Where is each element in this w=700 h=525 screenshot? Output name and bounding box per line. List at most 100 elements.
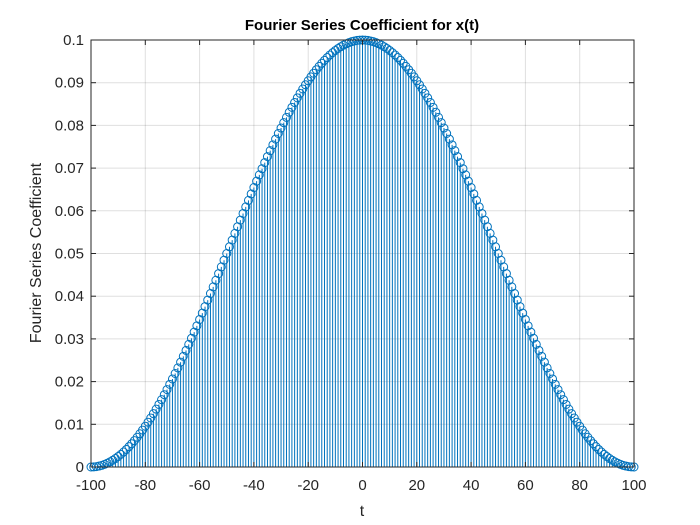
- stem-marker: [121, 444, 131, 454]
- stem-marker: [469, 189, 479, 199]
- chart-title: Fourier Series Coefficient for x(t): [245, 17, 479, 34]
- stem-marker: [197, 308, 207, 318]
- stem-marker: [436, 118, 446, 128]
- stem-marker: [262, 152, 272, 162]
- stem-marker: [542, 363, 552, 373]
- y-axis-label: Fourier Series Coefficient: [28, 162, 45, 343]
- stem-marker: [129, 436, 139, 446]
- stem-marker: [322, 53, 332, 63]
- stem-marker: [195, 314, 205, 324]
- stem-marker: [273, 128, 283, 138]
- x-axis-label: t: [360, 503, 365, 520]
- stem-marker: [453, 152, 463, 162]
- stem-marker: [447, 140, 457, 150]
- stem-marker: [567, 409, 577, 419]
- stem-series: [86, 35, 639, 472]
- stem-marker: [387, 48, 397, 58]
- stem-marker: [523, 321, 533, 331]
- stem-marker: [317, 58, 327, 68]
- x-tick-label: -60: [189, 477, 211, 494]
- stem-marker: [558, 395, 568, 405]
- stem-marker: [284, 107, 294, 117]
- stem-marker: [257, 164, 267, 174]
- stem-marker: [512, 295, 522, 305]
- stem-marker: [588, 439, 598, 449]
- stem-marker: [200, 302, 210, 312]
- y-tick-label: 0.03: [55, 331, 84, 348]
- stem-marker: [531, 339, 541, 349]
- stem-marker: [260, 158, 270, 168]
- stem-marker: [442, 128, 452, 138]
- stem-marker: [472, 195, 482, 205]
- y-tick-label: 0: [76, 459, 84, 476]
- stem-marker: [539, 357, 549, 367]
- stem-marker: [428, 102, 438, 112]
- stem-marker: [159, 390, 169, 400]
- y-tick-label: 0.06: [55, 203, 84, 220]
- stem-marker: [553, 385, 563, 395]
- stem-marker: [113, 452, 123, 462]
- stem-marker: [170, 369, 180, 379]
- stem-marker: [186, 333, 196, 343]
- stem-marker: [116, 449, 126, 459]
- x-tick-label: -40: [243, 477, 265, 494]
- stem-marker: [455, 158, 465, 168]
- y-tick-label: 0.09: [55, 75, 84, 92]
- stem-marker: [583, 432, 593, 442]
- x-tick-label: 80: [571, 477, 588, 494]
- stem-marker: [148, 409, 158, 419]
- ticks: -100 -80 -60 -40 -20 0 20 40 60 80 100 0 0.01 0.02 0.0…: [55, 32, 647, 494]
- y-tick-label: 0.1: [63, 32, 84, 49]
- x-tick-label: 100: [621, 477, 646, 494]
- stem-marker: [431, 107, 441, 117]
- stem-marker: [154, 399, 164, 409]
- stem-marker: [545, 369, 555, 379]
- stem-marker: [184, 339, 194, 349]
- stem-marker: [127, 439, 137, 449]
- stem-marker: [336, 42, 346, 52]
- stem-marker: [390, 50, 400, 60]
- stem-marker: [548, 374, 558, 384]
- y-tick-label: 0.02: [55, 374, 84, 391]
- x-tick-label: -80: [134, 477, 156, 494]
- stem-marker: [189, 327, 199, 337]
- stem-marker: [591, 442, 601, 452]
- stem-marker: [151, 404, 161, 414]
- x-tick-label: 20: [408, 477, 425, 494]
- stem-marker: [246, 189, 256, 199]
- stem-marker: [550, 379, 560, 389]
- stem-marker: [292, 93, 302, 103]
- stem-marker: [192, 321, 202, 331]
- stem-marker: [556, 390, 566, 400]
- y-tick-label: 0.07: [55, 160, 84, 177]
- stem-marker: [393, 53, 403, 63]
- stem-marker: [287, 102, 297, 112]
- stem-marker: [534, 345, 544, 355]
- x-tick-label: -100: [76, 477, 106, 494]
- stem-marker: [295, 88, 305, 98]
- stem-marker: [537, 351, 547, 361]
- stem-marker: [165, 379, 175, 389]
- stem-marker: [167, 374, 177, 384]
- stem-marker: [241, 202, 251, 212]
- stem-marker: [314, 61, 324, 71]
- stem-marker: [311, 65, 321, 75]
- stem-marker: [417, 84, 427, 94]
- stem-marker: [124, 442, 134, 452]
- stem-marker: [401, 61, 411, 71]
- stem-marker: [398, 58, 408, 68]
- stem-marker: [385, 45, 395, 55]
- stem-marker: [181, 345, 191, 355]
- stem-marker: [281, 112, 291, 122]
- stem-marker: [461, 170, 471, 180]
- stem-marker: [518, 308, 528, 318]
- stem-marker: [520, 314, 530, 324]
- stem-marker: [178, 351, 188, 361]
- stem-marker: [276, 123, 286, 133]
- stem-marker: [607, 455, 617, 465]
- stem-marker: [466, 183, 476, 193]
- stem-marker: [265, 146, 275, 156]
- stem-marker: [463, 176, 473, 186]
- stem-marker: [420, 88, 430, 98]
- stem-marker: [252, 176, 262, 186]
